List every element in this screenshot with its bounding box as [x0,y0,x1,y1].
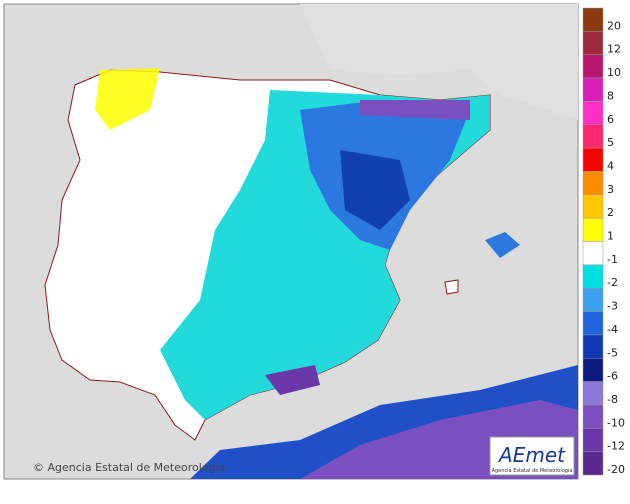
legend-label: 5 [607,136,614,149]
logo: AEmet [497,443,566,467]
legend-swatch [582,54,604,79]
mallorca [485,232,520,258]
france [300,4,578,120]
legend-label: 4 [607,159,614,172]
legend-label: -20 [607,463,625,476]
sierra-nevada-cold [265,365,320,395]
legend-label: -5 [607,346,618,359]
legend-swatch [582,194,604,219]
legend-label: 20 [607,19,621,32]
legend-swatch [582,428,604,452]
legend-label: -2 [607,276,618,289]
legend-swatch [582,101,604,126]
legend-swatch [582,124,604,149]
legend-label: -4 [607,323,618,336]
legend-swatch [582,77,604,102]
legend-swatch [582,31,604,55]
logo-subtitle: Agencia Estatal de Meteorología [492,467,573,474]
legend-label: 8 [607,89,614,102]
legend-label: 3 [607,183,614,196]
coldest-area [340,150,410,230]
ibiza [444,279,459,295]
warm-area [95,68,160,130]
legend-label: -12 [607,440,625,453]
legend-swatch [582,287,604,312]
legend-label: 6 [607,113,614,126]
legend-label: -1 [607,253,618,266]
legend-swatch [582,451,604,476]
legend-label: -3 [607,300,618,313]
legend-swatch [582,241,604,266]
pyrenees-cold [360,100,470,120]
legend-label: -10 [607,416,625,429]
legend-label: -8 [607,393,618,406]
legend-swatch [582,404,604,429]
legend-label: 1 [607,230,614,243]
legend: 20 12 10 8 6 5 4 3 2 1 -1 -2 -3 -4 -5 -6 -8 -10 -12 -20 [582,7,625,476]
legend-swatch [582,7,604,32]
legend-swatch [582,147,604,172]
legend-label: 2 [607,206,614,219]
credit: © Agencia Estatal de Meteorología [33,461,225,474]
legend-swatch [582,171,604,196]
legend-swatch [582,217,604,242]
legend-swatch [582,264,604,289]
legend-swatch [582,358,604,382]
legend-swatch [582,311,604,336]
legend-swatch [582,334,604,359]
legend-swatch [582,381,604,406]
legend-label: -6 [607,370,618,383]
legend-label: 10 [607,66,621,79]
logo-box [489,436,575,476]
legend-label: 12 [607,43,621,56]
